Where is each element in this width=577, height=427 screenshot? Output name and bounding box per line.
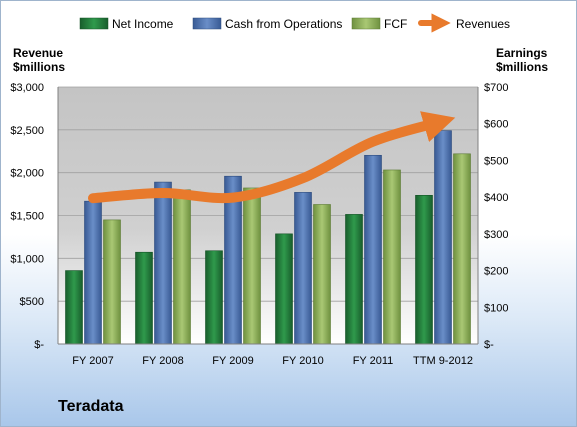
- fcf-bar: [383, 169, 401, 345]
- fcf-bar: [103, 219, 121, 345]
- revenues-series-line: [88, 111, 456, 204]
- left-tick-label: $1,000: [10, 253, 44, 265]
- cash-from-operations-bar: [84, 200, 102, 345]
- net-income-bar: [135, 251, 153, 345]
- net-income-bar: [345, 214, 363, 345]
- legend-label-cash-from-operations: Cash from Operations: [225, 17, 342, 31]
- category-label: FY 2010: [282, 355, 323, 367]
- net-income-bar: [205, 250, 223, 345]
- category-label: FY 2009: [212, 355, 253, 367]
- left-tick-label: $2,500: [10, 125, 44, 137]
- right-axis-title-line2: $millions: [496, 60, 548, 74]
- legend-swatch-cash-from-operations: [192, 17, 222, 30]
- fcf-bar: [173, 189, 191, 345]
- right-axis-title-line1: Earnings: [496, 46, 548, 60]
- gridlines: [58, 86, 478, 302]
- right-tick-label: $200: [484, 266, 508, 278]
- revenues-line: [88, 111, 456, 204]
- category-label: FY 2011: [353, 355, 394, 367]
- fcf-bar: [453, 153, 471, 345]
- legend: Net Income Cash from Operations FCF Reve…: [79, 13, 510, 33]
- category-label: FY 2007: [72, 355, 113, 367]
- right-tick-label: $300: [484, 229, 508, 241]
- category-label: FY 2008: [142, 355, 183, 367]
- net-income-bar: [275, 233, 293, 345]
- cash-from-operations-bar: [364, 154, 382, 345]
- right-tick-label: $100: [484, 302, 508, 314]
- legend-label-fcf: FCF: [384, 17, 407, 31]
- left-tick-label: $3,000: [10, 82, 44, 94]
- legend-label-net-income: Net Income: [112, 17, 174, 31]
- left-tick-label: $1,500: [10, 211, 44, 223]
- cash-from-operations-bar: [434, 130, 452, 345]
- left-tick-label: $2,000: [10, 168, 44, 180]
- left-axis-title-line2: $millions: [13, 60, 65, 74]
- bar-series: [65, 130, 471, 345]
- legend-swatch-net-income: [79, 17, 109, 30]
- legend-label-revenues: Revenues: [456, 17, 510, 31]
- left-axis-title-line1: Revenue: [13, 46, 63, 60]
- company-name: Teradata: [58, 398, 124, 415]
- cash-from-operations-bar: [154, 181, 172, 345]
- right-tick-label: $400: [484, 192, 508, 204]
- fcf-bar: [313, 204, 331, 345]
- cash-from-operations-bar: [294, 192, 312, 345]
- legend-swatch-fcf: [351, 17, 381, 30]
- right-tick-label: $500: [484, 155, 508, 167]
- right-tick-label: $-: [484, 339, 494, 351]
- left-tick-label: $500: [20, 296, 44, 308]
- right-tick-label: $700: [484, 82, 508, 94]
- fcf-bar: [243, 187, 261, 345]
- left-tick-label: $-: [34, 339, 44, 351]
- category-label: TTM 9-2012: [413, 355, 473, 367]
- net-income-bar: [415, 195, 433, 345]
- net-income-bar: [65, 270, 83, 345]
- axes: $- $500 $1,000 $1,500 $2,000 $2,500 $3,000 $- $1…: [10, 82, 508, 367]
- right-tick-label: $600: [484, 119, 508, 131]
